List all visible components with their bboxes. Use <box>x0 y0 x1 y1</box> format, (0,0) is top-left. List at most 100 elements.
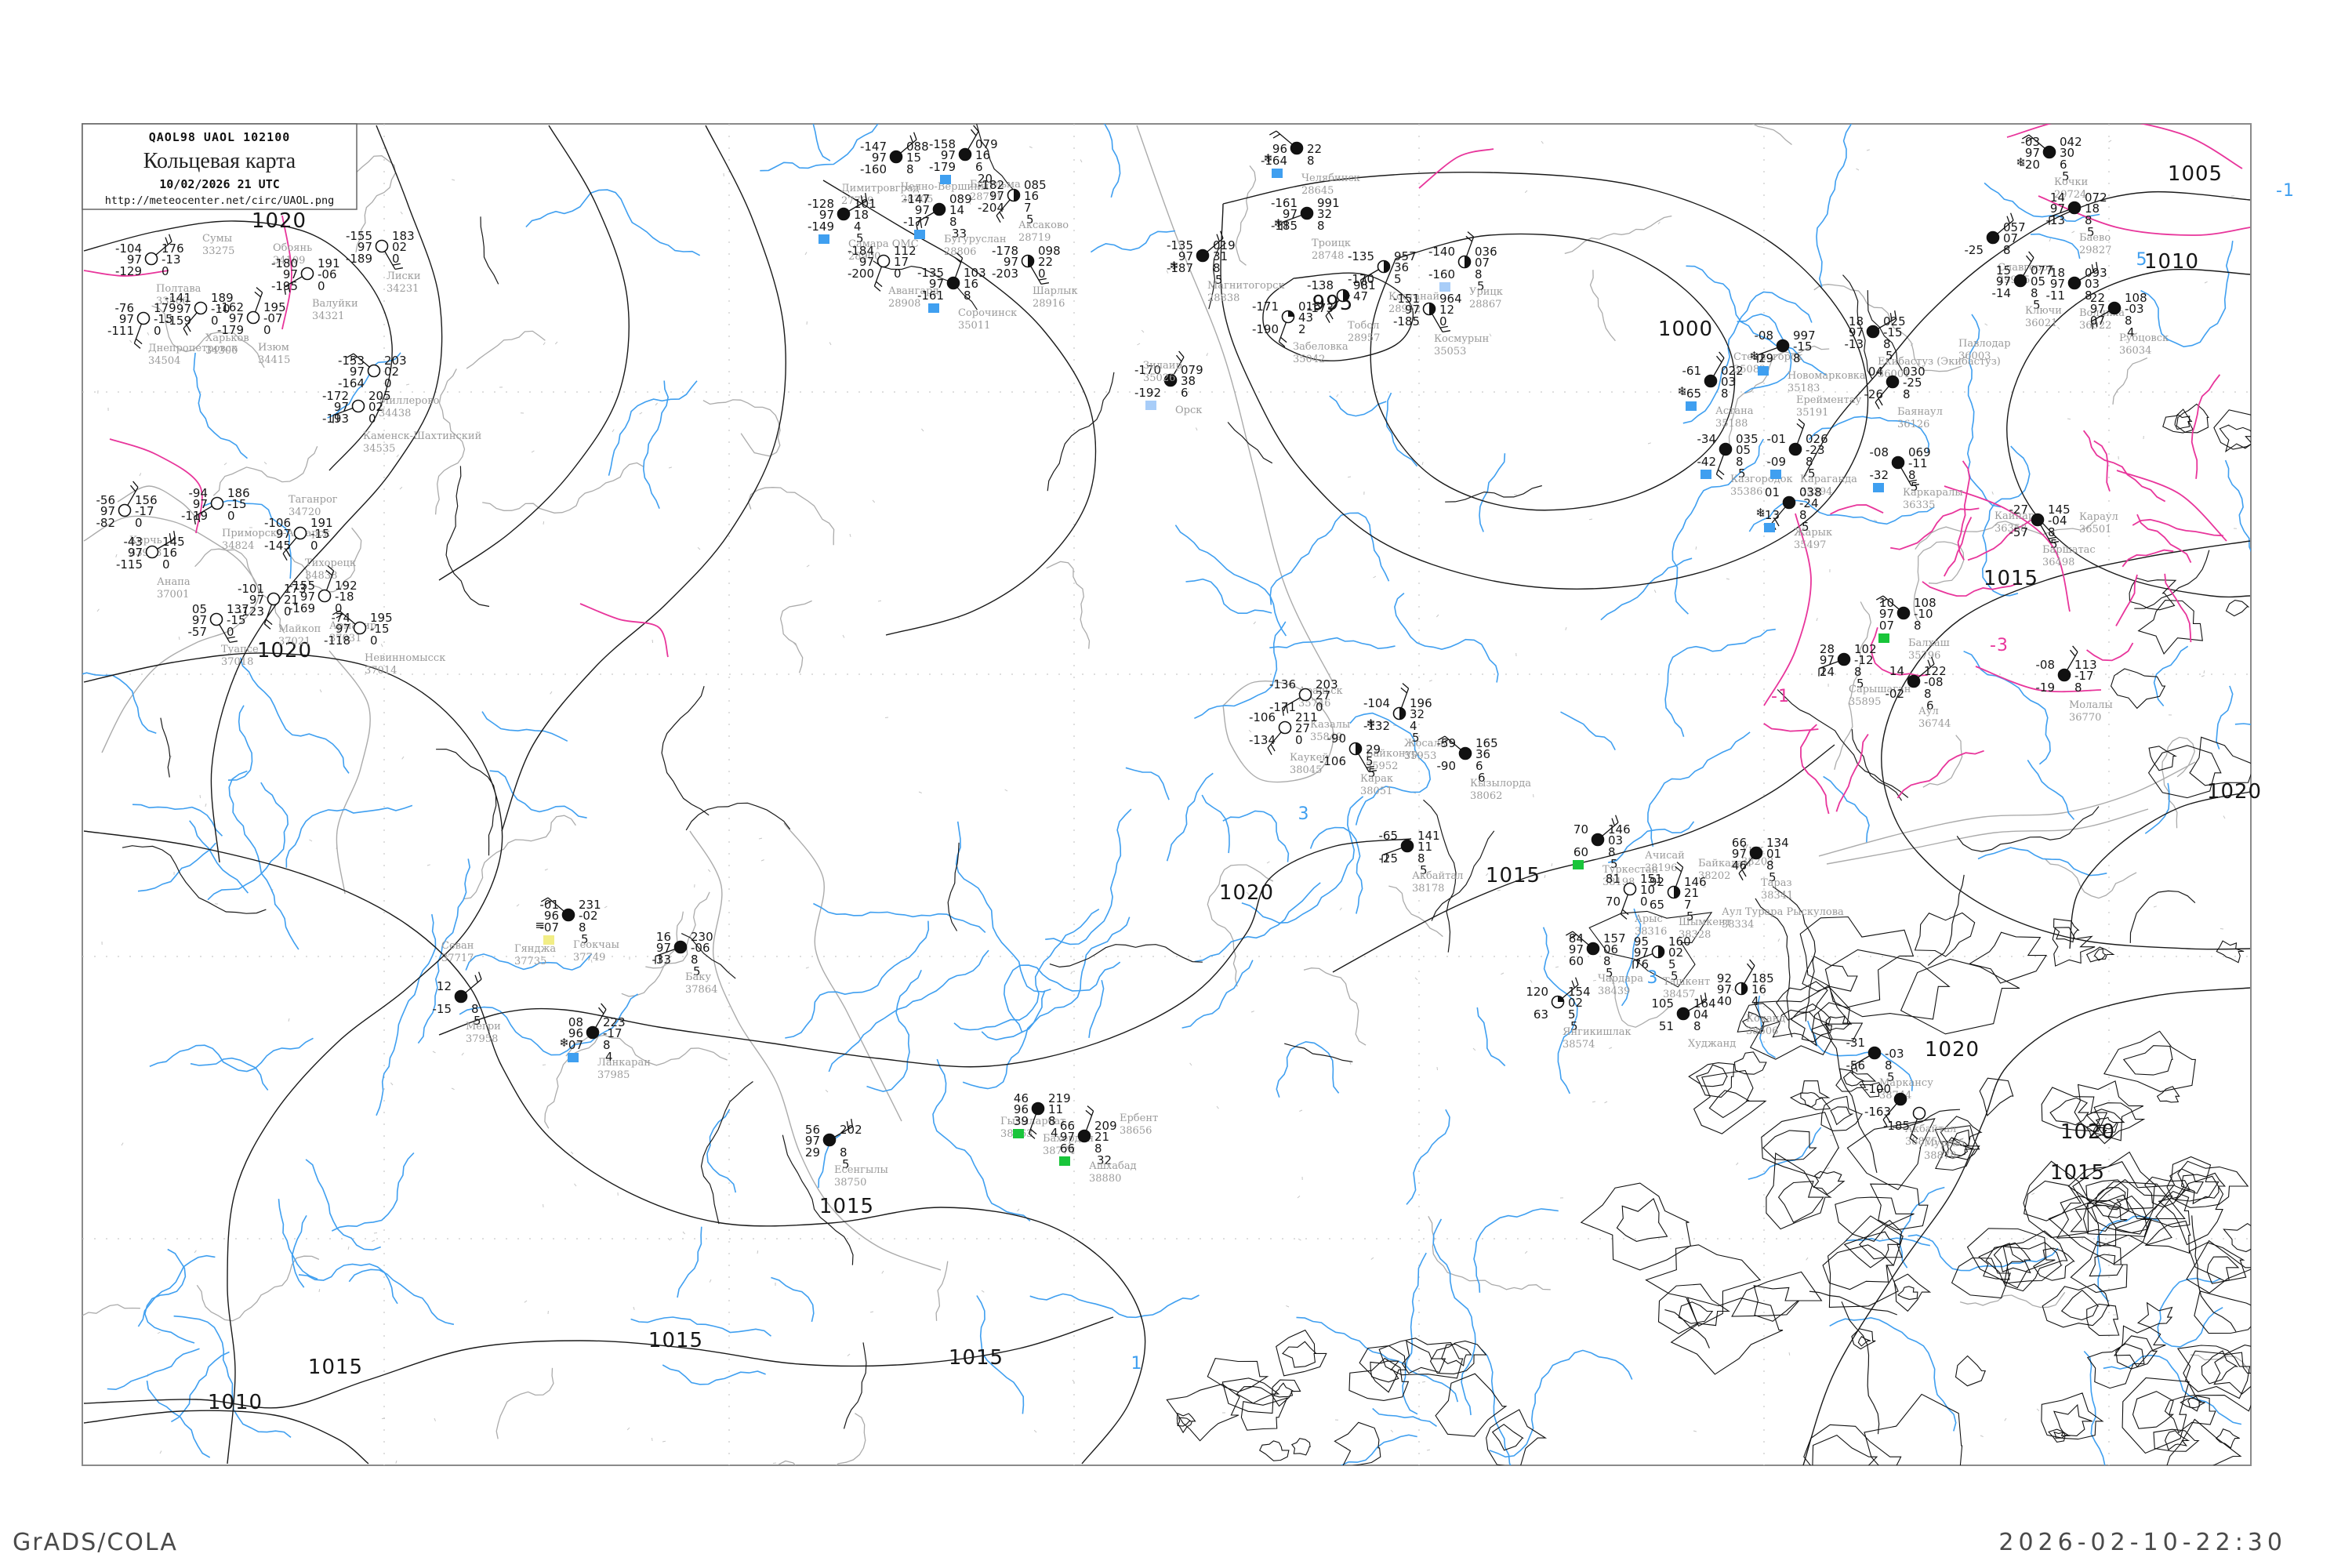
station-value: 38051 <box>1360 786 1392 797</box>
station-value: -17 <box>135 504 154 518</box>
station-value: 07 <box>2090 314 2105 328</box>
cloud-cover-icon <box>1704 374 1718 388</box>
cloud-cover-icon <box>1278 720 1292 735</box>
station-value: -08 <box>2036 658 2056 672</box>
station-value: 97 <box>929 277 944 291</box>
cloud-cover-icon <box>136 311 151 325</box>
station-value: 16 <box>1751 982 1766 996</box>
station-value: 36770 <box>2069 712 2101 724</box>
station-value: 146 <box>1608 822 1631 837</box>
station-value: 6 <box>1478 771 1486 785</box>
station-value: 28645 <box>1301 185 1334 197</box>
station-value: ❄ <box>1273 216 1283 230</box>
station-value: 0 <box>211 314 219 328</box>
station-value: 38196 <box>1645 862 1677 874</box>
station-value: -111 <box>107 324 134 338</box>
station-value: 28719 <box>1018 232 1051 244</box>
station-value: 8 <box>2048 525 2056 539</box>
station-value: Караул <box>2079 511 2118 523</box>
station-value: Зилаир <box>1143 360 1182 372</box>
station-value: 29827 <box>2079 245 2111 256</box>
station-value: 10 <box>1879 596 1894 610</box>
precip-marker-icon <box>1700 470 1711 479</box>
station-value: 28900 <box>848 251 880 263</box>
station-value: 07 <box>1475 256 1490 270</box>
station-value: 35497 <box>1794 539 1826 551</box>
station-value: 0 <box>227 625 234 639</box>
station-value: 46 <box>1014 1091 1029 1105</box>
station-value: 36 <box>1394 260 1409 274</box>
station-value: -15 <box>433 1002 452 1016</box>
station-value: -06 <box>691 941 710 955</box>
station-value: -101 <box>238 582 264 596</box>
station-value: 46 <box>1732 858 1747 873</box>
station-value: 38774 <box>1043 1145 1075 1157</box>
station-value: 35849 <box>1310 731 1342 743</box>
station-value: -147 <box>903 192 930 206</box>
station-value: ❄ <box>1677 384 1687 398</box>
cloud-cover-icon <box>1336 289 1350 303</box>
station-value: Казгородок <box>1730 474 1793 485</box>
cloud-cover-icon <box>1734 982 1748 996</box>
station-value: 12 <box>437 979 452 993</box>
station-value: Изюм <box>258 342 289 354</box>
station-value: 36744 <box>1918 718 1951 730</box>
station-value: Керчь <box>129 535 162 546</box>
station-value: 231 <box>579 898 601 912</box>
station-value: -135 <box>1167 238 1193 252</box>
precip-marker-icon <box>1573 860 1584 869</box>
station-value: 6 <box>2060 158 2067 172</box>
station-value: 27799 <box>841 195 873 207</box>
cloud-cover-icon <box>2013 274 2027 288</box>
station-value: 042 <box>2060 135 2082 149</box>
station-value: 7 <box>1684 898 1692 912</box>
station-value: -123 <box>238 604 264 619</box>
cloud-cover-icon <box>586 1025 600 1040</box>
station-value: -23 <box>1806 443 1825 457</box>
stream-label: 3 <box>1298 804 1310 824</box>
station-value: 105 <box>1651 996 1674 1011</box>
station-value: 28838 <box>1207 292 1240 304</box>
cloud-cover-icon <box>2107 301 2122 315</box>
cloud-cover-icon <box>1551 995 1565 1009</box>
isobar-label: 1000 <box>1658 318 1713 341</box>
station-value: 089 <box>949 192 972 206</box>
station-value: -15 <box>227 497 247 511</box>
station-value: 2 <box>1298 322 1306 336</box>
station-value: 38062 <box>1470 790 1502 802</box>
station-plot: -31-56-0385Маркансу38744 <box>1846 1036 1934 1102</box>
station-value: Мургаб <box>1924 1138 1965 1149</box>
station-value: 97 <box>336 622 350 636</box>
station-value: Кайнар <box>1994 510 2034 522</box>
isobars-layer <box>83 124 2251 1465</box>
station-value: Лиски <box>387 270 421 282</box>
station-value: Шымкент <box>1679 916 1731 928</box>
station-value: -170 <box>1134 363 1161 377</box>
station-value: 156 <box>135 493 158 507</box>
station-value: 21 <box>284 593 299 607</box>
station-value: 0 <box>135 516 143 530</box>
map-datetime: 10/02/2026 21 UTC <box>159 177 280 191</box>
station-value: -57 <box>2009 525 2029 539</box>
station-value: Невинномысск <box>365 652 445 664</box>
station-value: 37014 <box>365 665 397 677</box>
isobar-label: 1005 <box>2168 162 2223 186</box>
cloud-cover-icon <box>1348 742 1363 756</box>
station-value: 97 <box>1405 303 1420 317</box>
station-value: -74 <box>332 611 351 625</box>
station-value: 16 <box>964 277 978 291</box>
station-value: -94 <box>189 486 209 500</box>
cloud-cover-icon <box>1891 456 1905 470</box>
cloud-cover-icon <box>822 1133 837 1147</box>
station-value: -17 <box>2074 669 2094 683</box>
station-value: -34 <box>1697 432 1717 446</box>
cloud-cover-icon <box>1007 188 1021 202</box>
station-value: 0 <box>162 264 169 278</box>
isobar-label: 1015 <box>1984 567 2038 590</box>
station-value: Акбайтал <box>1905 1123 1956 1135</box>
